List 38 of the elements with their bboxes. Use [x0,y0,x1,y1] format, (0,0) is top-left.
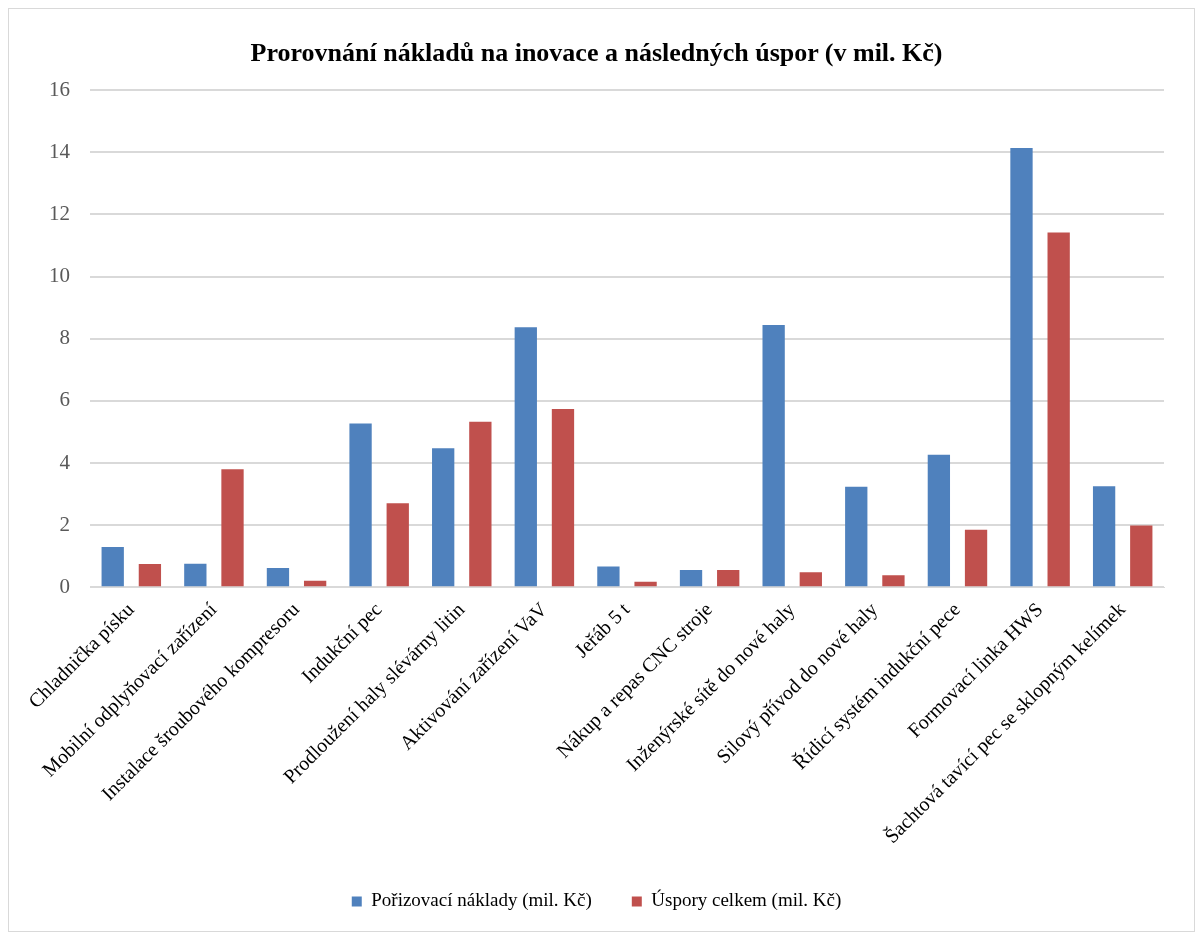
bar [101,546,124,587]
bar [349,423,372,587]
bar [221,469,244,587]
bar [184,563,207,587]
bar [514,327,537,587]
bar [138,564,162,587]
bar [679,569,703,587]
y-tick-label: 16 [49,76,70,101]
bar [634,581,657,587]
bar [266,568,290,587]
bar [1047,232,1070,587]
bar [717,569,740,587]
y-tick-label: 2 [59,511,70,536]
legend-label: Pořizovací náklady (mil. Kč) [371,889,592,912]
y-tick-label: 6 [59,387,70,412]
y-tick-label: 8 [59,325,70,350]
bar [1092,486,1116,587]
bar [597,566,620,587]
bar [927,454,951,587]
x-tick-label: Jeřáb 5 t [570,597,634,662]
bar [762,325,785,587]
bar [845,486,868,587]
y-tick-label: 0 [59,573,70,598]
bar [1010,147,1033,587]
bar [432,448,455,587]
bar [551,409,575,587]
bar [964,529,988,587]
bar [469,421,492,587]
bar [386,503,409,587]
y-tick-label: 14 [49,138,71,163]
chart-title: Prorovnání nákladů na inovace a následných úspor (v mil. Kč) [250,38,943,68]
y-tick-label: 4 [59,449,71,474]
bar [882,575,905,587]
legend-label: Úspory celkem (mil. Kč) [651,889,842,912]
y-tick-label: 10 [49,263,70,288]
y-tick-label: 12 [49,201,70,225]
bar [1130,525,1153,587]
bar [799,572,822,587]
